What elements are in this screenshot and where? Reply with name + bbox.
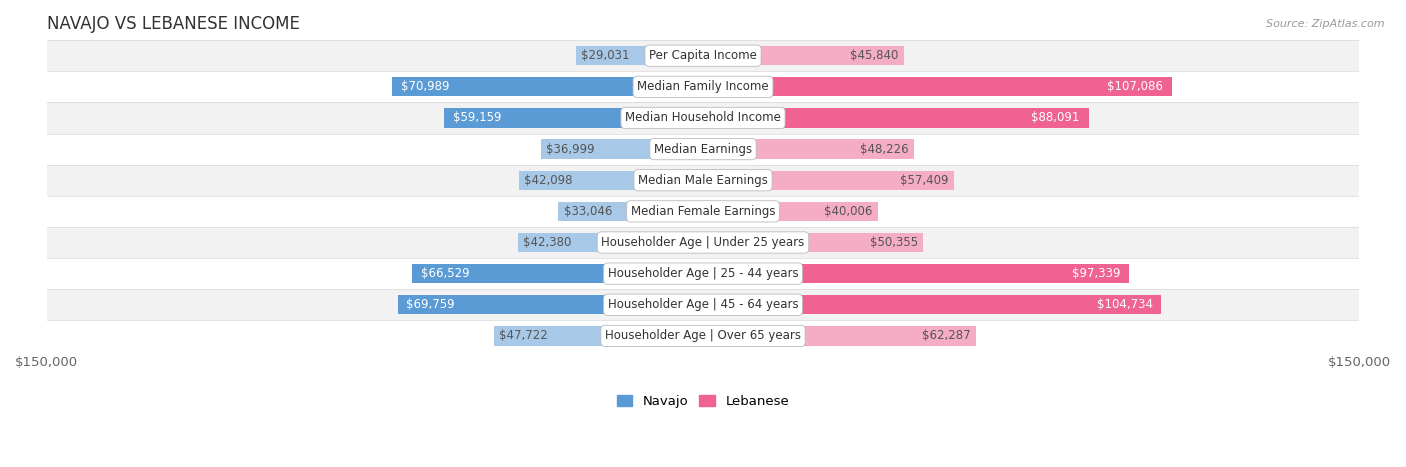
- Bar: [703, 170, 955, 190]
- Bar: [444, 108, 703, 127]
- Text: $50,355: $50,355: [870, 236, 918, 249]
- Bar: [46, 102, 1360, 134]
- Bar: [46, 227, 1360, 258]
- Text: $45,840: $45,840: [851, 49, 898, 62]
- Text: Median Female Earnings: Median Female Earnings: [631, 205, 775, 218]
- Text: Source: ZipAtlas.com: Source: ZipAtlas.com: [1267, 19, 1385, 28]
- Text: Householder Age | Over 65 years: Householder Age | Over 65 years: [605, 329, 801, 342]
- Bar: [558, 202, 703, 221]
- Text: Median Earnings: Median Earnings: [654, 142, 752, 156]
- Bar: [494, 326, 703, 346]
- Text: NAVAJO VS LEBANESE INCOME: NAVAJO VS LEBANESE INCOME: [46, 15, 299, 33]
- Bar: [398, 295, 703, 314]
- Text: $57,409: $57,409: [900, 174, 949, 187]
- Text: Median Male Earnings: Median Male Earnings: [638, 174, 768, 187]
- Bar: [46, 258, 1360, 289]
- Text: $36,999: $36,999: [547, 142, 595, 156]
- Bar: [703, 326, 976, 346]
- Bar: [46, 134, 1360, 165]
- Bar: [703, 108, 1088, 127]
- Bar: [703, 46, 904, 65]
- Text: $69,759: $69,759: [406, 298, 456, 311]
- Text: Householder Age | 25 - 44 years: Householder Age | 25 - 44 years: [607, 267, 799, 280]
- Text: $62,287: $62,287: [922, 329, 970, 342]
- Bar: [46, 196, 1360, 227]
- Text: $42,380: $42,380: [523, 236, 571, 249]
- Text: $107,086: $107,086: [1107, 80, 1163, 93]
- Text: $97,339: $97,339: [1071, 267, 1121, 280]
- Bar: [46, 289, 1360, 320]
- Bar: [703, 202, 879, 221]
- Bar: [703, 264, 1129, 283]
- Bar: [517, 233, 703, 252]
- Text: $40,006: $40,006: [824, 205, 873, 218]
- Text: Householder Age | Under 25 years: Householder Age | Under 25 years: [602, 236, 804, 249]
- Bar: [703, 77, 1171, 97]
- Text: Householder Age | 45 - 64 years: Householder Age | 45 - 64 years: [607, 298, 799, 311]
- Text: $29,031: $29,031: [581, 49, 630, 62]
- Text: $59,159: $59,159: [453, 112, 502, 124]
- Bar: [46, 165, 1360, 196]
- Text: $33,046: $33,046: [564, 205, 612, 218]
- Bar: [519, 170, 703, 190]
- Text: $66,529: $66,529: [420, 267, 470, 280]
- Bar: [703, 233, 924, 252]
- Bar: [703, 140, 914, 159]
- Bar: [46, 40, 1360, 71]
- Bar: [412, 264, 703, 283]
- Text: Per Capita Income: Per Capita Income: [650, 49, 756, 62]
- Bar: [703, 295, 1161, 314]
- Text: $42,098: $42,098: [524, 174, 572, 187]
- Text: Median Household Income: Median Household Income: [626, 112, 780, 124]
- Text: $47,722: $47,722: [499, 329, 548, 342]
- Text: $104,734: $104,734: [1097, 298, 1153, 311]
- Text: Median Family Income: Median Family Income: [637, 80, 769, 93]
- Bar: [46, 71, 1360, 102]
- Bar: [46, 320, 1360, 352]
- Text: $70,989: $70,989: [401, 80, 450, 93]
- Bar: [541, 140, 703, 159]
- Bar: [576, 46, 703, 65]
- Legend: Navajo, Lebanese: Navajo, Lebanese: [612, 390, 794, 413]
- Text: $88,091: $88,091: [1032, 112, 1080, 124]
- Bar: [392, 77, 703, 97]
- Text: $48,226: $48,226: [860, 142, 908, 156]
